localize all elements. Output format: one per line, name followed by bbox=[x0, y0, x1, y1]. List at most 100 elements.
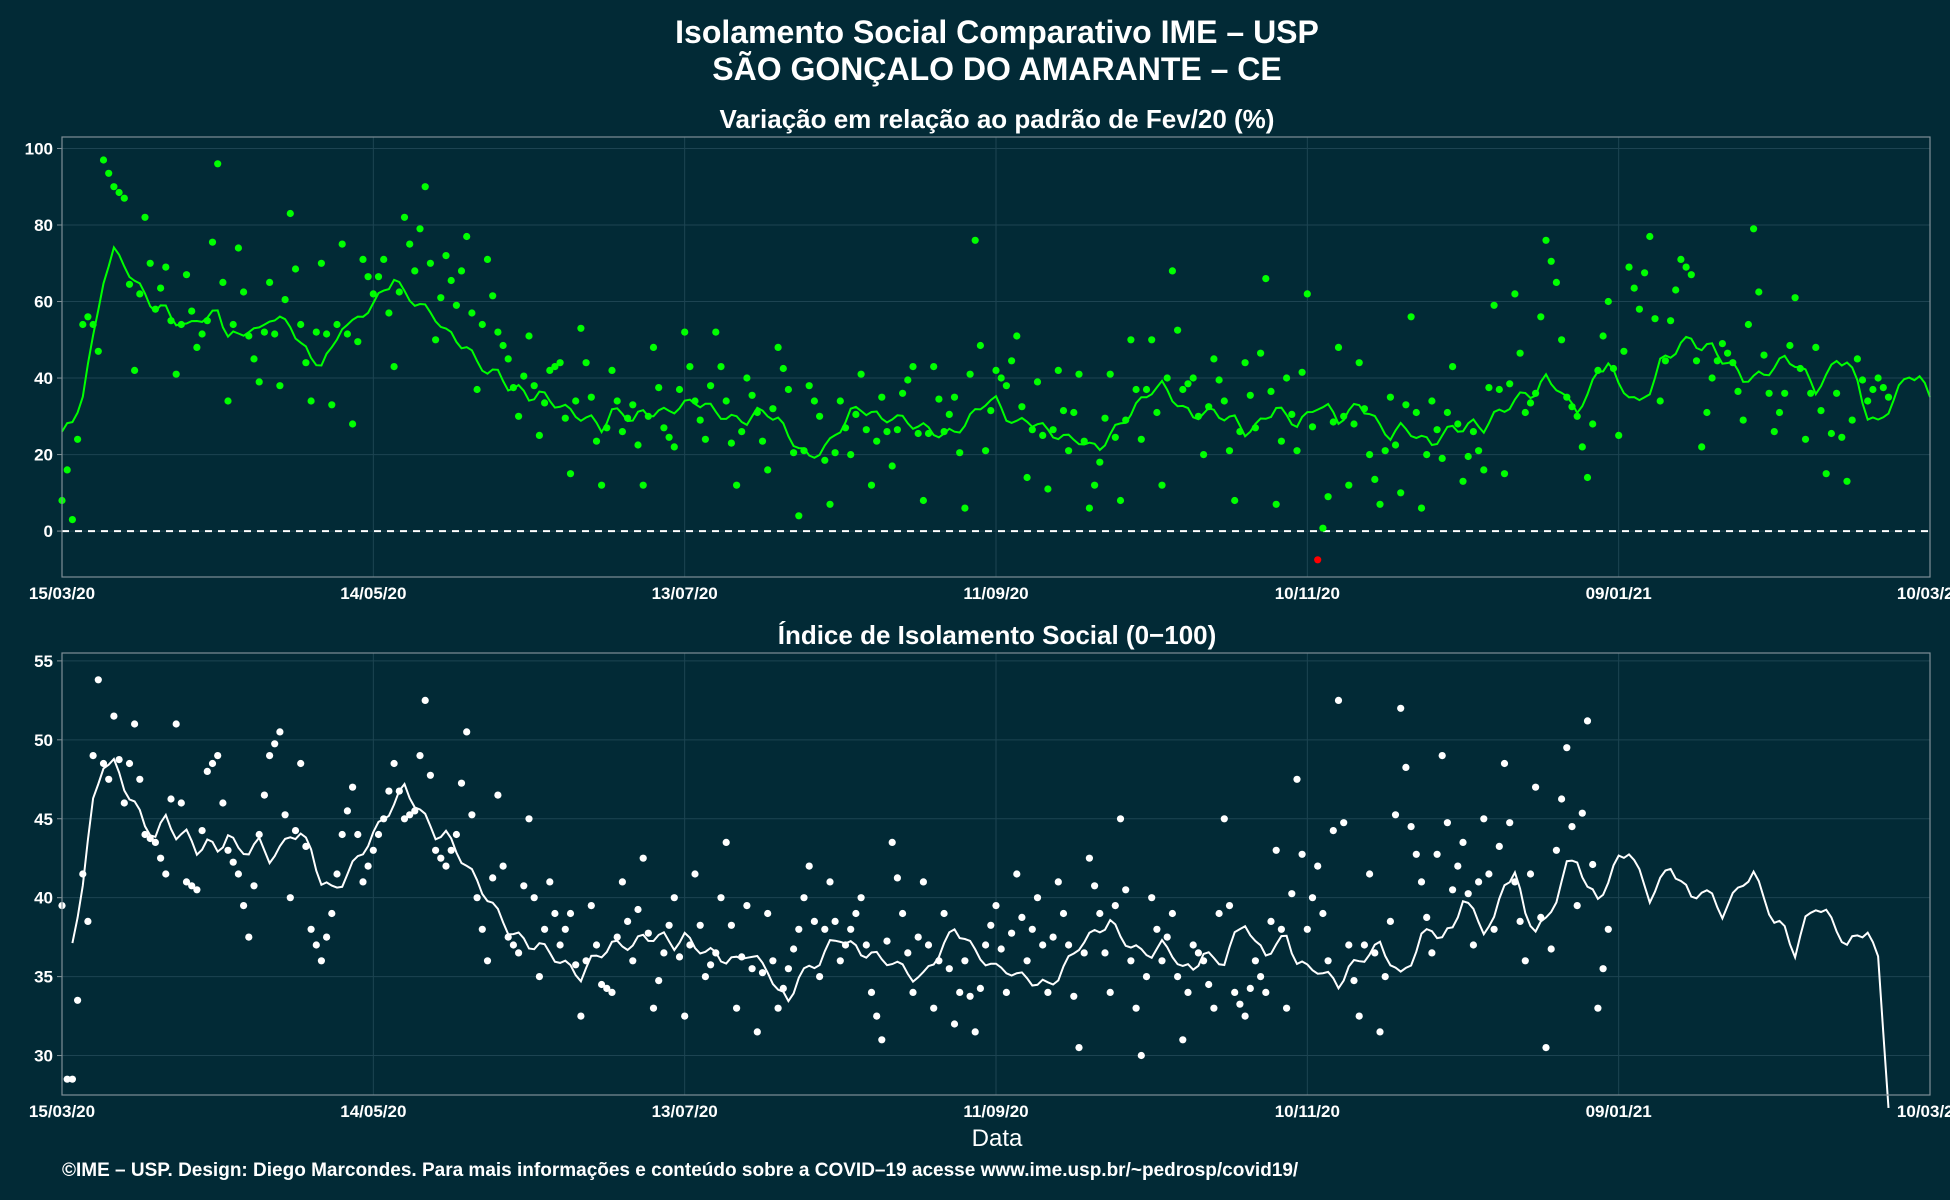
data-point bbox=[1770, 428, 1778, 436]
y-tick-label: 100 bbox=[25, 139, 53, 158]
main-title-line-2: SÃO GONÇALO DO AMARANTE – CE bbox=[712, 51, 1282, 87]
data-point bbox=[1200, 451, 1208, 459]
data-point bbox=[587, 393, 595, 401]
data-point bbox=[1220, 815, 1228, 823]
data-point bbox=[499, 862, 507, 870]
data-point bbox=[494, 328, 502, 336]
data-point bbox=[1667, 317, 1675, 325]
data-point bbox=[743, 374, 751, 382]
data-point bbox=[1874, 374, 1882, 382]
data-point bbox=[457, 267, 466, 275]
data-point bbox=[1314, 862, 1322, 870]
data-point bbox=[1775, 408, 1784, 417]
data-point bbox=[1469, 428, 1477, 436]
data-point bbox=[1168, 909, 1176, 918]
data-point bbox=[956, 449, 964, 457]
data-point bbox=[1314, 556, 1322, 564]
data-point bbox=[333, 870, 341, 878]
data-point bbox=[1718, 340, 1726, 348]
data-point bbox=[1521, 957, 1529, 965]
data-point bbox=[722, 397, 730, 405]
data-point bbox=[883, 937, 891, 945]
data-point bbox=[883, 428, 891, 436]
data-point bbox=[1360, 405, 1368, 413]
data-point bbox=[1028, 426, 1036, 434]
data-point bbox=[291, 265, 300, 273]
data-point bbox=[649, 1004, 658, 1012]
data-point bbox=[608, 366, 616, 374]
data-point bbox=[74, 435, 82, 443]
data-point bbox=[1101, 414, 1109, 422]
data-point bbox=[1807, 389, 1815, 397]
data-point bbox=[670, 894, 678, 902]
data-point bbox=[945, 965, 953, 973]
data-point bbox=[1563, 393, 1571, 401]
data-point bbox=[966, 992, 974, 1000]
data-point bbox=[250, 355, 258, 363]
panel-border bbox=[61, 136, 1931, 578]
data-point bbox=[1786, 341, 1794, 350]
data-point bbox=[1194, 412, 1202, 420]
data-point bbox=[1283, 374, 1291, 382]
data-point bbox=[1573, 412, 1581, 420]
data-point bbox=[556, 941, 564, 949]
data-point bbox=[592, 437, 601, 445]
data-point bbox=[1293, 447, 1301, 455]
data-point bbox=[1023, 957, 1031, 965]
data-point bbox=[1075, 1044, 1083, 1052]
data-point bbox=[1319, 909, 1327, 918]
data-point bbox=[151, 305, 159, 313]
data-point bbox=[701, 435, 710, 443]
data-point bbox=[110, 712, 118, 720]
data-point bbox=[582, 359, 590, 367]
y-tick-label: 80 bbox=[34, 216, 53, 235]
data-point bbox=[1013, 870, 1021, 878]
data-point bbox=[1163, 374, 1171, 382]
data-point bbox=[535, 431, 544, 439]
data-point bbox=[546, 878, 554, 886]
data-point bbox=[670, 443, 678, 451]
data-point bbox=[1698, 443, 1706, 451]
data-point bbox=[172, 370, 180, 378]
data-point bbox=[1132, 1004, 1140, 1012]
data-point bbox=[1381, 973, 1389, 981]
data-point bbox=[805, 382, 813, 390]
data-point bbox=[457, 779, 466, 787]
data-point bbox=[1604, 925, 1612, 933]
data-point bbox=[1589, 860, 1597, 869]
data-point bbox=[229, 320, 237, 329]
data-point bbox=[1506, 380, 1514, 388]
data-point bbox=[1391, 441, 1400, 449]
data-point bbox=[1495, 385, 1503, 394]
data-point bbox=[826, 500, 834, 508]
data-point bbox=[214, 752, 222, 760]
data-point bbox=[784, 385, 793, 394]
data-point bbox=[478, 320, 486, 329]
data-point bbox=[733, 1004, 741, 1012]
data-point bbox=[1366, 870, 1374, 878]
data-point bbox=[426, 259, 434, 267]
x-tick-label: 14/05/20 bbox=[340, 584, 406, 603]
data-point bbox=[535, 973, 544, 981]
data-point bbox=[426, 771, 434, 779]
data-point bbox=[1417, 878, 1426, 886]
data-point bbox=[162, 263, 170, 271]
data-point bbox=[784, 965, 793, 973]
data-point bbox=[349, 420, 357, 428]
data-point bbox=[1142, 385, 1151, 394]
data-point bbox=[515, 412, 523, 420]
data-point bbox=[966, 370, 974, 378]
data-point bbox=[1469, 941, 1477, 949]
data-point bbox=[1262, 275, 1270, 283]
data-point bbox=[779, 984, 787, 993]
data-point bbox=[1174, 973, 1182, 981]
data-point bbox=[1075, 370, 1083, 378]
caption: ©IME – USP. Design: Diego Marcondes. Par… bbox=[62, 1160, 1299, 1181]
data-point bbox=[577, 1012, 585, 1020]
data-point bbox=[115, 756, 123, 764]
data-point bbox=[504, 933, 512, 941]
data-point bbox=[1848, 416, 1856, 424]
data-point bbox=[1682, 263, 1690, 271]
data-point bbox=[1272, 846, 1280, 854]
data-point bbox=[198, 827, 206, 835]
